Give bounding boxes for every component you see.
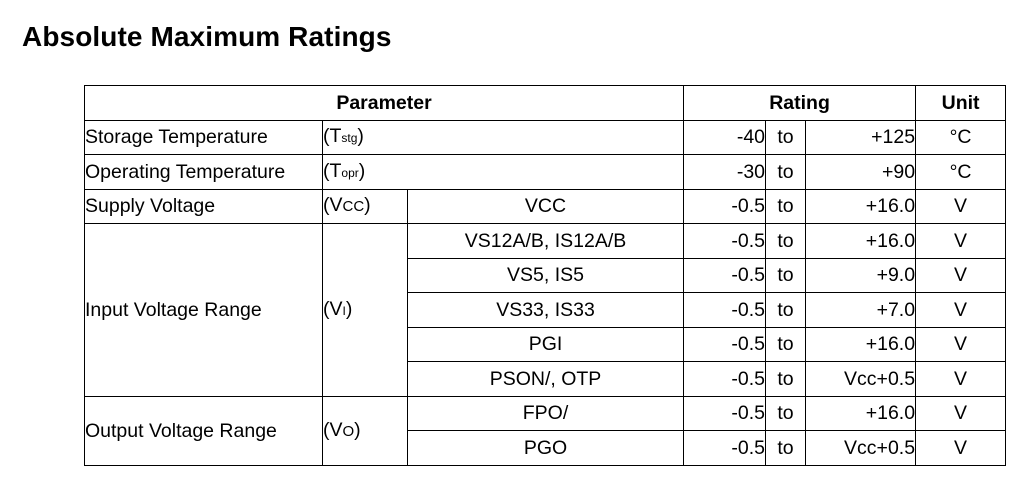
signal-name: VCC [406,188,685,224]
rating-min: -0.5 [683,188,767,224]
symbol-subscript: opr [341,165,359,180]
symbol-suffix: ) [357,125,364,148]
signal-name: VS33, IS33 [406,292,685,328]
parameter-symbol: (VCC) [322,188,408,224]
signal-name: PGO [406,430,685,466]
rating-to: to [765,223,807,259]
rating-max: +16.0 [805,188,917,224]
table-row-output-voltage: PGO -0.5 to Vcc+0.5 V [85,430,1007,466]
rating-to: to [765,361,807,397]
rating-min: -0.5 [683,223,767,259]
rating-to: to [765,430,807,466]
page-title: Absolute Maximum Ratings [22,21,392,52]
parameter-symbol: (Tstg) [322,119,685,155]
parameter-symbol: (VI) [322,223,408,397]
header-rating: Rating [683,85,917,121]
parameter-name: Output Voltage Range [84,395,323,466]
symbol-subscript: I [342,303,346,318]
parameter-symbol: (VO) [322,395,408,466]
header-row: Parameter Rating Unit [83,85,1007,121]
rating-to: to [765,292,807,328]
symbol-prefix: (V [323,418,343,441]
symbol-prefix: (T [323,125,342,148]
symbol-prefix: (T [323,159,342,182]
parameter-name: Input Voltage Range [84,223,323,397]
symbol-suffix: ) [364,194,371,217]
table-row-input-voltage: VS5, IS5 -0.5 to +9.0 V [85,257,1007,293]
signal-name: VS12A/B, IS12A/B [406,223,685,259]
unit-cell: V [915,257,1007,293]
rating-max: +16.0 [805,326,917,362]
rating-to: to [765,119,807,155]
rating-min: -0.5 [683,326,767,362]
unit-cell: V [915,430,1007,466]
rating-max: +16.0 [805,223,917,259]
symbol-subscript: CC [342,198,365,216]
rating-min: -0.5 [683,292,767,328]
table-row-input-voltage: VS33, IS33 -0.5 to +7.0 V [85,292,1007,328]
rating-max: +125 [805,119,917,155]
rating-to: to [765,188,807,224]
signal-name: VS5, IS5 [406,257,685,293]
parameter-name: Operating Temperature [84,154,323,190]
rating-min: -0.5 [683,395,767,431]
unit-cell: V [915,188,1007,224]
table-row-output-voltage: Output Voltage Range (VO) FPO/ -0.5 to +… [84,395,1007,466]
unit-cell: V [915,223,1007,259]
rating-max: +90 [805,154,917,190]
rating-max: Vcc+0.5 [805,361,917,397]
table-row-supply-voltage: Supply Voltage (VCC) VCC -0.5 to +16.0 V [84,188,1007,224]
table-row-storage-temperature: Storage Temperature (Tstg) -40 to +125 °… [84,119,1007,155]
rating-max: +16.0 [805,395,917,431]
rating-max: +9.0 [805,257,917,293]
signal-name: PSON/, OTP [406,361,685,397]
rating-max: Vcc+0.5 [805,430,917,466]
unit-cell: V [915,326,1007,362]
rating-min: -30 [683,154,767,190]
rating-to: to [765,395,807,431]
unit-cell: °C [915,154,1007,190]
signal-name: PGI [406,326,685,362]
parameter-name: Storage Temperature [84,119,323,155]
header-parameter: Parameter [83,85,685,121]
unit-cell: V [915,361,1007,397]
signal-name: FPO/ [406,395,685,431]
unit-cell: V [915,395,1007,431]
symbol-subscript: O [342,422,355,440]
parameter-symbol: (Topr) [322,154,685,190]
table-row-input-voltage: Input Voltage Range (VI) VS12A/B, IS12A/… [84,223,1007,397]
rating-min: -0.5 [683,361,767,397]
table-row-operating-temperature: Operating Temperature (Topr) -30 to +90 … [84,154,1007,190]
ratings-table: Parameter Rating Unit Storage Temperatur… [83,85,1007,466]
header-unit: Unit [915,85,1007,121]
rating-min: -0.5 [683,430,767,466]
symbol-prefix: (V [323,297,343,320]
unit-cell: V [915,292,1007,328]
symbol-prefix: (V [323,194,343,217]
rating-to: to [765,154,807,190]
rating-max: +7.0 [805,292,917,328]
rating-min: -0.5 [683,257,767,293]
rating-min: -40 [683,119,767,155]
unit-cell: °C [915,119,1007,155]
rating-to: to [765,257,807,293]
table-row-input-voltage: PGI -0.5 to +16.0 V [85,326,1007,362]
symbol-suffix: ) [345,297,353,320]
rating-to: to [765,326,807,362]
symbol-suffix: ) [354,418,361,441]
symbol-suffix: ) [358,159,366,182]
symbol-subscript: stg [341,131,358,146]
parameter-name: Supply Voltage [84,188,323,224]
